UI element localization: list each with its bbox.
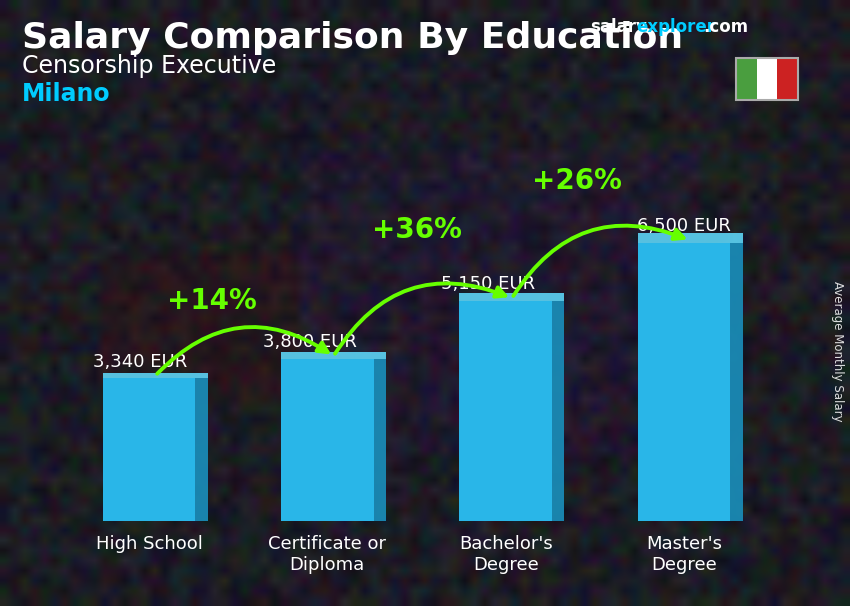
Text: +26%: +26%	[532, 167, 622, 195]
Text: Censorship Executive: Censorship Executive	[22, 54, 276, 78]
Bar	[778, 58, 798, 100]
Text: 3,800 EUR: 3,800 EUR	[263, 333, 356, 351]
Bar	[638, 243, 730, 521]
Text: Milano: Milano	[22, 82, 110, 106]
Bar	[552, 301, 564, 521]
Text: Average Monthly Salary: Average Monthly Salary	[830, 281, 844, 422]
Bar	[103, 378, 196, 521]
Text: salary: salary	[590, 18, 647, 36]
Text: 3,340 EUR: 3,340 EUR	[93, 353, 187, 371]
Bar	[281, 353, 386, 359]
Bar	[730, 243, 743, 521]
Text: explorer: explorer	[636, 18, 715, 36]
Bar	[736, 58, 756, 100]
Bar	[196, 378, 208, 521]
Bar	[374, 359, 386, 521]
Bar	[638, 233, 743, 243]
Text: +14%: +14%	[167, 287, 257, 315]
Text: 6,500 EUR: 6,500 EUR	[637, 218, 731, 235]
Text: .com: .com	[703, 18, 748, 36]
Text: 5,150 EUR: 5,150 EUR	[441, 275, 535, 293]
Bar	[281, 359, 374, 521]
Text: Salary Comparison By Education: Salary Comparison By Education	[22, 21, 683, 55]
Bar	[459, 301, 552, 521]
Bar	[103, 373, 208, 378]
Bar	[459, 293, 564, 301]
Bar	[736, 58, 798, 100]
Text: +36%: +36%	[371, 216, 462, 244]
Bar	[756, 58, 778, 100]
